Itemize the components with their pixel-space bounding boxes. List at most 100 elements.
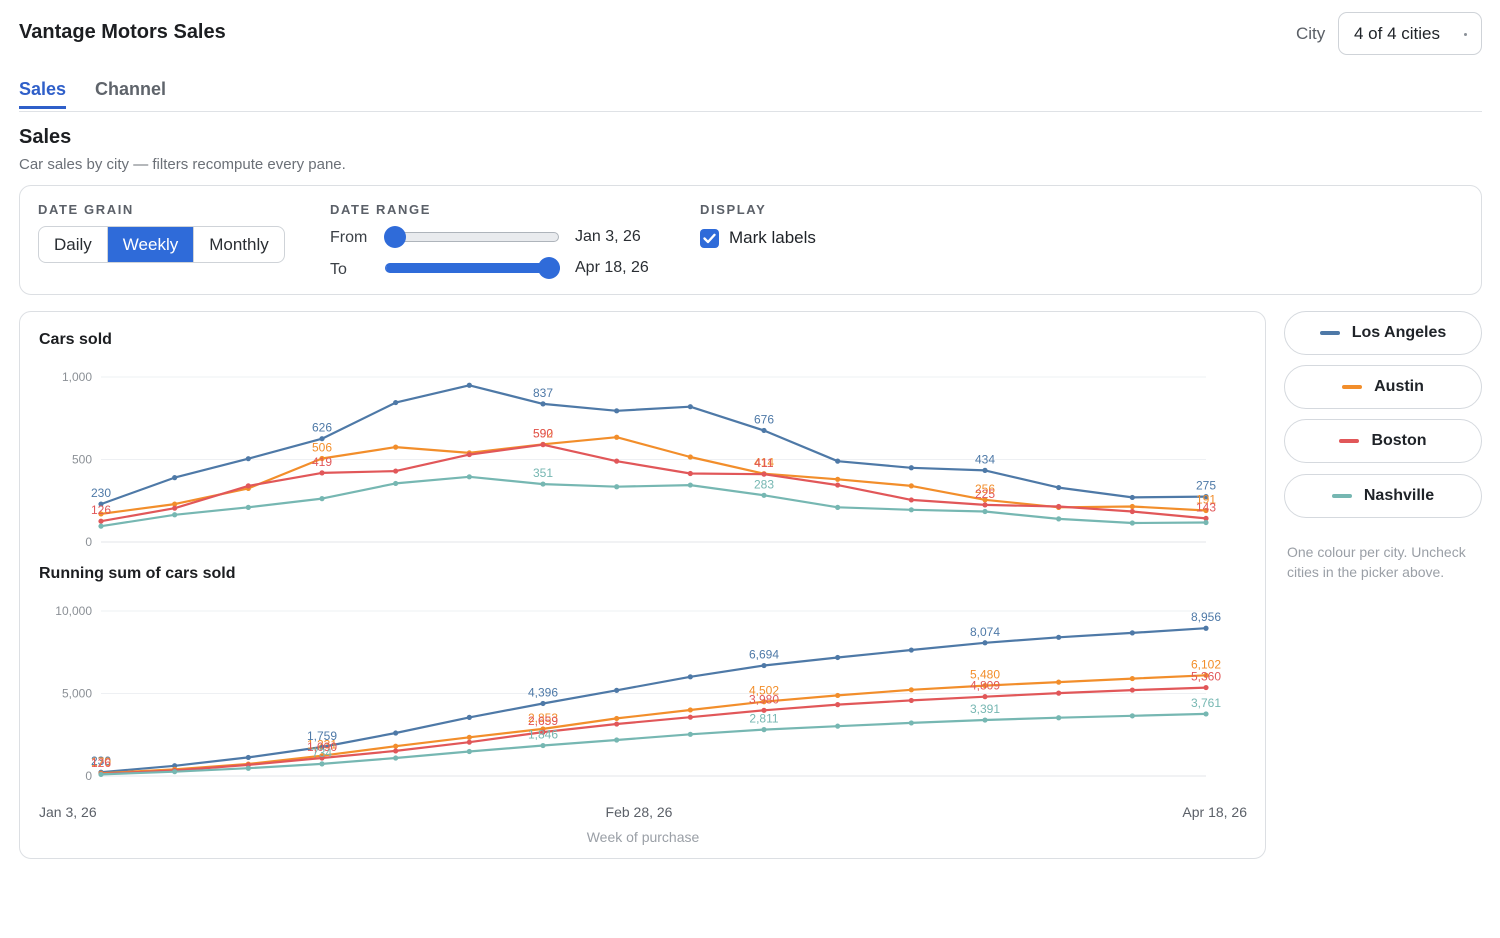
filter-panel: DATE GRAIN Daily Weekly Monthly DATE RAN… (19, 185, 1482, 295)
data-point-los-angeles (1056, 484, 1062, 491)
data-point-austin (1056, 679, 1062, 685)
data-point-austin (908, 483, 914, 489)
data-label-austin: 1,231 (307, 738, 337, 752)
app-title: Vantage Motors Sales (19, 21, 226, 43)
data-point-nashville (614, 737, 620, 743)
data-point-los-angeles (761, 427, 767, 434)
legend-swatch (1339, 439, 1360, 443)
data-point-austin (982, 497, 988, 503)
series-line-nashville (100, 475, 1207, 528)
data-point-los-angeles (761, 662, 767, 669)
data-point-los-angeles (172, 763, 178, 769)
data-label-boston: 4,809 (970, 679, 1000, 693)
from-slider[interactable] (384, 226, 559, 248)
data-point-los-angeles (466, 382, 472, 388)
data-label-los-angeles: 275 (1196, 479, 1216, 493)
data-point-nashville (761, 492, 767, 498)
data-label-boston: 5,360 (1191, 670, 1221, 684)
city-select-value: 4 of 4 cities (1354, 23, 1440, 43)
city-select[interactable]: 4 of 4 cities (1338, 12, 1482, 55)
data-label-austin: 4,502 (749, 684, 779, 698)
data-point-boston (761, 471, 767, 477)
legend-item-austin[interactable]: Austin (1284, 365, 1482, 409)
to-value: Apr 18, 26 (575, 259, 649, 276)
data-label-austin: 2,853 (528, 711, 558, 725)
data-point-nashville (245, 765, 251, 771)
series-line-boston (100, 443, 1207, 523)
data-label-boston: 2,659 (528, 714, 558, 728)
chart-title: Running sum of cars sold (39, 565, 235, 582)
data-point-nashville (908, 507, 914, 513)
data-point-los-angeles (1203, 494, 1209, 500)
data-label-nashville: 734 (312, 746, 332, 760)
data-point-los-angeles (687, 674, 693, 680)
data-point-austin (982, 682, 988, 689)
data-point-boston (393, 468, 399, 474)
data-point-los-angeles (982, 640, 988, 646)
data-point-nashville (540, 742, 546, 749)
tab-channel[interactable]: Channel (95, 79, 167, 99)
grain-daily-button[interactable]: Daily (39, 227, 108, 262)
data-point-boston (319, 755, 325, 761)
chart-card: Cars sold 0 500 1,000 230 626 837 676 434 275 506 5… (19, 311, 1266, 859)
y-tick-label: 0 (85, 535, 92, 549)
data-label-boston: 143 (1196, 500, 1216, 514)
data-point-austin (1203, 507, 1209, 514)
series-line-los-angeles (100, 627, 1207, 774)
data-label-los-angeles: 4,396 (528, 685, 558, 699)
grain-monthly-button[interactable]: Monthly (209, 235, 269, 254)
data-point-los-angeles (245, 754, 251, 761)
to-slider-thumb[interactable] (538, 257, 560, 279)
data-point-los-angeles (614, 408, 620, 414)
data-point-austin (614, 434, 620, 440)
data-point-nashville (1129, 520, 1135, 526)
data-point-los-angeles (908, 647, 914, 653)
data-label-boston: 225 (975, 487, 995, 501)
data-point-boston (1203, 515, 1209, 522)
display-label: DISPLAY (700, 202, 767, 217)
data-point-nashville (540, 481, 546, 487)
data-point-nashville (172, 512, 178, 518)
tab-sales[interactable]: Sales (19, 79, 67, 109)
data-label-boston: 590 (533, 427, 553, 441)
from-slider-thumb[interactable] (384, 226, 406, 248)
legend-item-los-angeles[interactable]: Los Angeles (1284, 311, 1482, 355)
data-point-nashville (172, 769, 178, 775)
legend-item-boston[interactable]: Boston (1284, 419, 1482, 463)
data-label-los-angeles: 6,694 (749, 648, 779, 662)
x-tick-label: Apr 18, 26 (1182, 804, 1247, 820)
legend-swatch (1342, 385, 1363, 389)
data-point-los-angeles (466, 714, 472, 720)
data-point-austin (1203, 672, 1209, 678)
data-point-nashville (245, 504, 251, 510)
data-label-austin: 170 (91, 755, 111, 769)
data-point-nashville (1056, 715, 1062, 721)
data-point-los-angeles (98, 501, 104, 507)
checkmark-icon (703, 233, 716, 244)
series-line-boston (100, 686, 1207, 775)
data-point-nashville (466, 748, 472, 755)
data-point-los-angeles (982, 467, 988, 473)
to-slider[interactable] (385, 257, 560, 279)
data-point-boston (687, 714, 693, 720)
data-point-nashville (98, 523, 104, 529)
grain-weekly-button[interactable]: Weekly (107, 227, 195, 262)
data-label-los-angeles: 626 (312, 421, 332, 435)
data-point-austin (835, 476, 841, 482)
data-point-austin (466, 734, 472, 740)
legend-item-nashville[interactable]: Nashville (1284, 474, 1482, 518)
mark-labels-checkbox[interactable] (700, 229, 719, 248)
y-tick-label: 10,000 (55, 604, 92, 618)
data-label-austin: 592 (533, 426, 553, 440)
data-point-los-angeles (540, 700, 546, 707)
data-label-nashville: 3,391 (970, 702, 1000, 716)
data-point-nashville (319, 496, 325, 502)
data-point-boston (172, 505, 178, 511)
data-point-nashville (1203, 711, 1209, 717)
data-point-nashville (614, 484, 620, 490)
dropdown-caret-icon (1464, 33, 1467, 36)
data-point-austin (1129, 675, 1135, 682)
data-point-boston (687, 470, 693, 477)
x-tick-label: Feb 28, 26 (606, 804, 673, 820)
legend-label: Nashville (1363, 487, 1435, 504)
